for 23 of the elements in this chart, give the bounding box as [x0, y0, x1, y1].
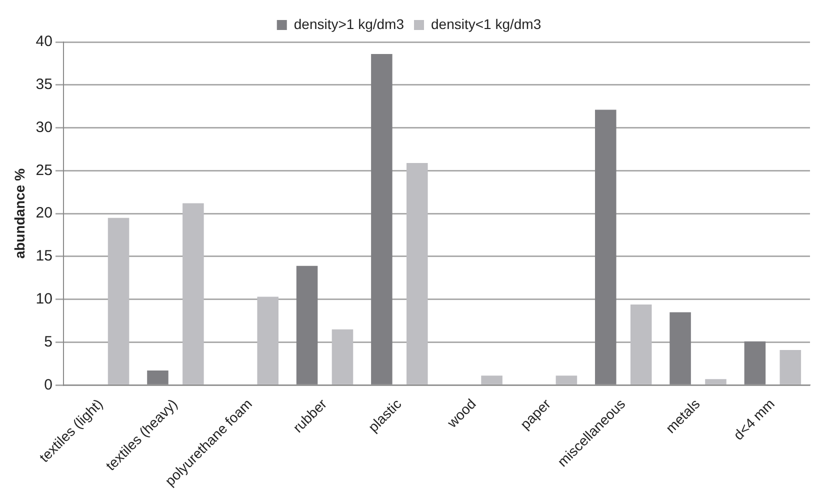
y-tick-label: 20: [36, 204, 52, 222]
y-axis-title: abundance %: [11, 168, 28, 259]
bar: [406, 162, 428, 384]
y-tick-label: 15: [36, 248, 52, 265]
bar: [630, 304, 652, 384]
legend-label: density>1 kg/dm3: [294, 16, 404, 32]
bar: [481, 376, 502, 384]
y-tick-label: 0: [44, 376, 52, 394]
x-tick-label: d<4 mm: [730, 396, 778, 443]
y-tick-label: 30: [36, 118, 52, 136]
bar: [257, 296, 278, 384]
bar: [780, 350, 802, 384]
legend-label: density<1 kg/dm3: [431, 16, 542, 32]
y-tick-label: 35: [36, 76, 52, 94]
y-tick-label: 10: [36, 290, 52, 308]
bar: [556, 376, 578, 384]
bar: [705, 379, 726, 384]
y-tick-label: 40: [36, 33, 52, 50]
y-tick-label: 5: [44, 333, 52, 350]
bar: [182, 203, 204, 384]
y-tick-label: 25: [36, 162, 52, 179]
bar: [332, 329, 354, 384]
bar: [108, 218, 130, 384]
